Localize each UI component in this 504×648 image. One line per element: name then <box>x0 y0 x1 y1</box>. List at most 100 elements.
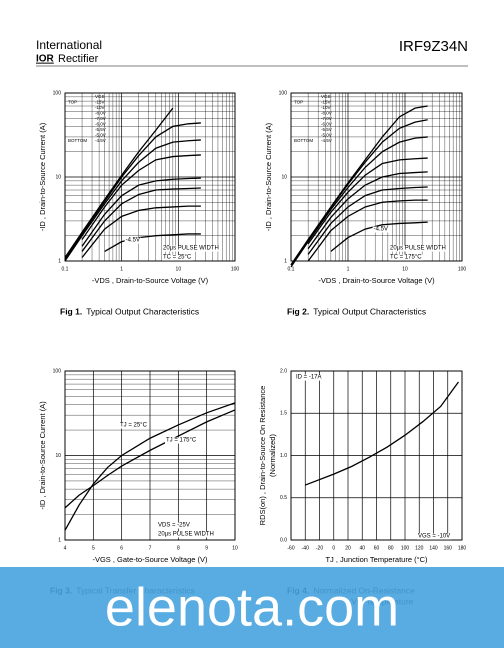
x-axis-label: -VDS , Drain-to-Source Voltage (V) <box>318 276 435 285</box>
series-line <box>330 221 428 252</box>
legend-bottom: BOTTOM <box>294 138 313 143</box>
series-line <box>81 154 201 240</box>
series-line <box>64 409 236 509</box>
legend-entry: -10V <box>95 105 105 110</box>
plot-frame <box>290 92 463 262</box>
annotation-bg <box>165 437 198 444</box>
annotation-bg <box>157 522 191 529</box>
logo: IOR <box>36 54 55 65</box>
y-tick-label: 0.5 <box>280 495 287 501</box>
y-axis-label-2: (Normalized) <box>268 434 277 477</box>
x-tick-label: 80 <box>388 545 394 551</box>
series-line <box>305 381 459 486</box>
legend-entry: -7.0V <box>321 116 332 121</box>
watermark: elenota.com <box>105 577 399 637</box>
watermark-banner <box>0 567 504 648</box>
x-tick-label: 0 <box>332 545 335 551</box>
legend-entry: -4.5V <box>95 138 106 143</box>
series-line <box>81 205 201 258</box>
x-tick-label: 100 <box>458 266 467 272</box>
x-tick-label: -40 <box>302 545 309 551</box>
plot-frame <box>64 92 236 262</box>
series-line <box>307 171 428 250</box>
annotation: 20µs PULSE WIDTH <box>158 532 214 538</box>
y-tick-label: 100 <box>53 368 62 374</box>
x-tick-label: 40 <box>359 545 365 551</box>
annotation: VGS = -10V <box>418 534 450 540</box>
annotation: TC = 25°C <box>163 255 192 261</box>
x-tick-label: 10 <box>176 266 182 272</box>
x-tick-label: 0.1 <box>62 266 69 272</box>
x-axis-label: -VDS , Drain-to-Source Voltage (V) <box>92 276 209 285</box>
part-number: IRF9Z34N <box>399 38 468 55</box>
annotation: TC = 175°C <box>390 255 422 261</box>
x-tick-label: 10 <box>232 545 238 551</box>
plot-frame <box>64 370 236 541</box>
x-tick-label: 7 <box>149 545 152 551</box>
annotation: TJ = 25°C <box>120 423 148 429</box>
y-axis-label: -ID , Drain-to-Source Current (A) <box>264 122 273 231</box>
series-line <box>290 136 428 268</box>
x-tick-label: 5 <box>92 545 95 551</box>
caption-text: Typical Output Characteristics <box>86 306 199 316</box>
legend-top: TOP <box>68 100 77 105</box>
annotation-bg <box>389 254 424 261</box>
annotation-bg <box>417 533 452 540</box>
x-tick-label: 160 <box>444 545 453 551</box>
annotation-bg <box>162 245 220 252</box>
series-line <box>307 186 428 255</box>
annotation: 20µs PULSE WIDTH <box>163 246 219 252</box>
y-axis-label: -ID , Drain-to-Source Current (A) <box>38 122 47 231</box>
series-line <box>64 107 174 258</box>
legend-entry: -8.0V <box>321 111 332 116</box>
legend-title: VGS <box>321 94 331 99</box>
series-line <box>64 139 201 262</box>
x-tick-label: 1 <box>347 266 350 272</box>
y-tick-label: 0.0 <box>280 537 287 543</box>
x-tick-label: -60 <box>287 545 294 551</box>
y-axis-label: RDS(on) , Drain-to-Source On Resistance <box>258 386 267 526</box>
y-tick-label: 1 <box>284 258 287 264</box>
annotation: 20µs PULSE WIDTH <box>390 246 446 252</box>
series-line <box>64 402 236 531</box>
series-line <box>81 177 201 247</box>
x-tick-label: 8 <box>177 545 180 551</box>
y-tick-label: 1.5 <box>280 411 287 417</box>
y-tick-label: 1.0 <box>280 453 287 459</box>
series-line <box>307 199 428 262</box>
y-tick-label: 10 <box>55 174 61 180</box>
x-tick-label: 100 <box>231 266 240 272</box>
x-tick-label: 60 <box>374 545 380 551</box>
legend-entry: -6.0V <box>95 122 106 127</box>
x-axis-label: -VGS , Gate-to-Source Voltage (V) <box>92 555 208 564</box>
annotation-bg <box>124 237 141 244</box>
annotation: VDS = -25V <box>158 523 190 529</box>
legend-entry: -8.0V <box>95 111 106 116</box>
x-tick-label: 140 <box>429 545 438 551</box>
y-tick-label: 100 <box>279 90 288 96</box>
caption-number: Fig 1. <box>60 306 82 316</box>
legend-bottom: BOTTOM <box>68 138 87 143</box>
x-tick-label: 1 <box>120 266 123 272</box>
annotation-bg <box>119 422 149 429</box>
x-tick-label: 6 <box>120 545 123 551</box>
x-tick-label: 120 <box>415 545 424 551</box>
legend-entry: -5.0V <box>95 133 106 138</box>
legend-entry: -5.5V <box>95 127 106 132</box>
caption-text: Typical Output Characteristics <box>313 306 426 316</box>
legend-entry: -6.0V <box>321 122 332 127</box>
x-tick-label: 180 <box>458 545 467 551</box>
y-tick-label: 100 <box>53 90 62 96</box>
company: International <box>36 38 102 52</box>
annotation-bg <box>162 254 193 261</box>
legend-top: TOP <box>294 100 303 105</box>
caption-number: Fig 2. <box>287 306 309 316</box>
legend-entry: -4.5V <box>321 138 332 143</box>
annotation: -4.5V <box>374 227 388 233</box>
x-tick-label: 0.1 <box>288 266 295 272</box>
annotation-bg <box>157 531 215 538</box>
legend-entry: -7.0V <box>95 116 106 121</box>
legend-entry: -15V <box>95 100 105 105</box>
